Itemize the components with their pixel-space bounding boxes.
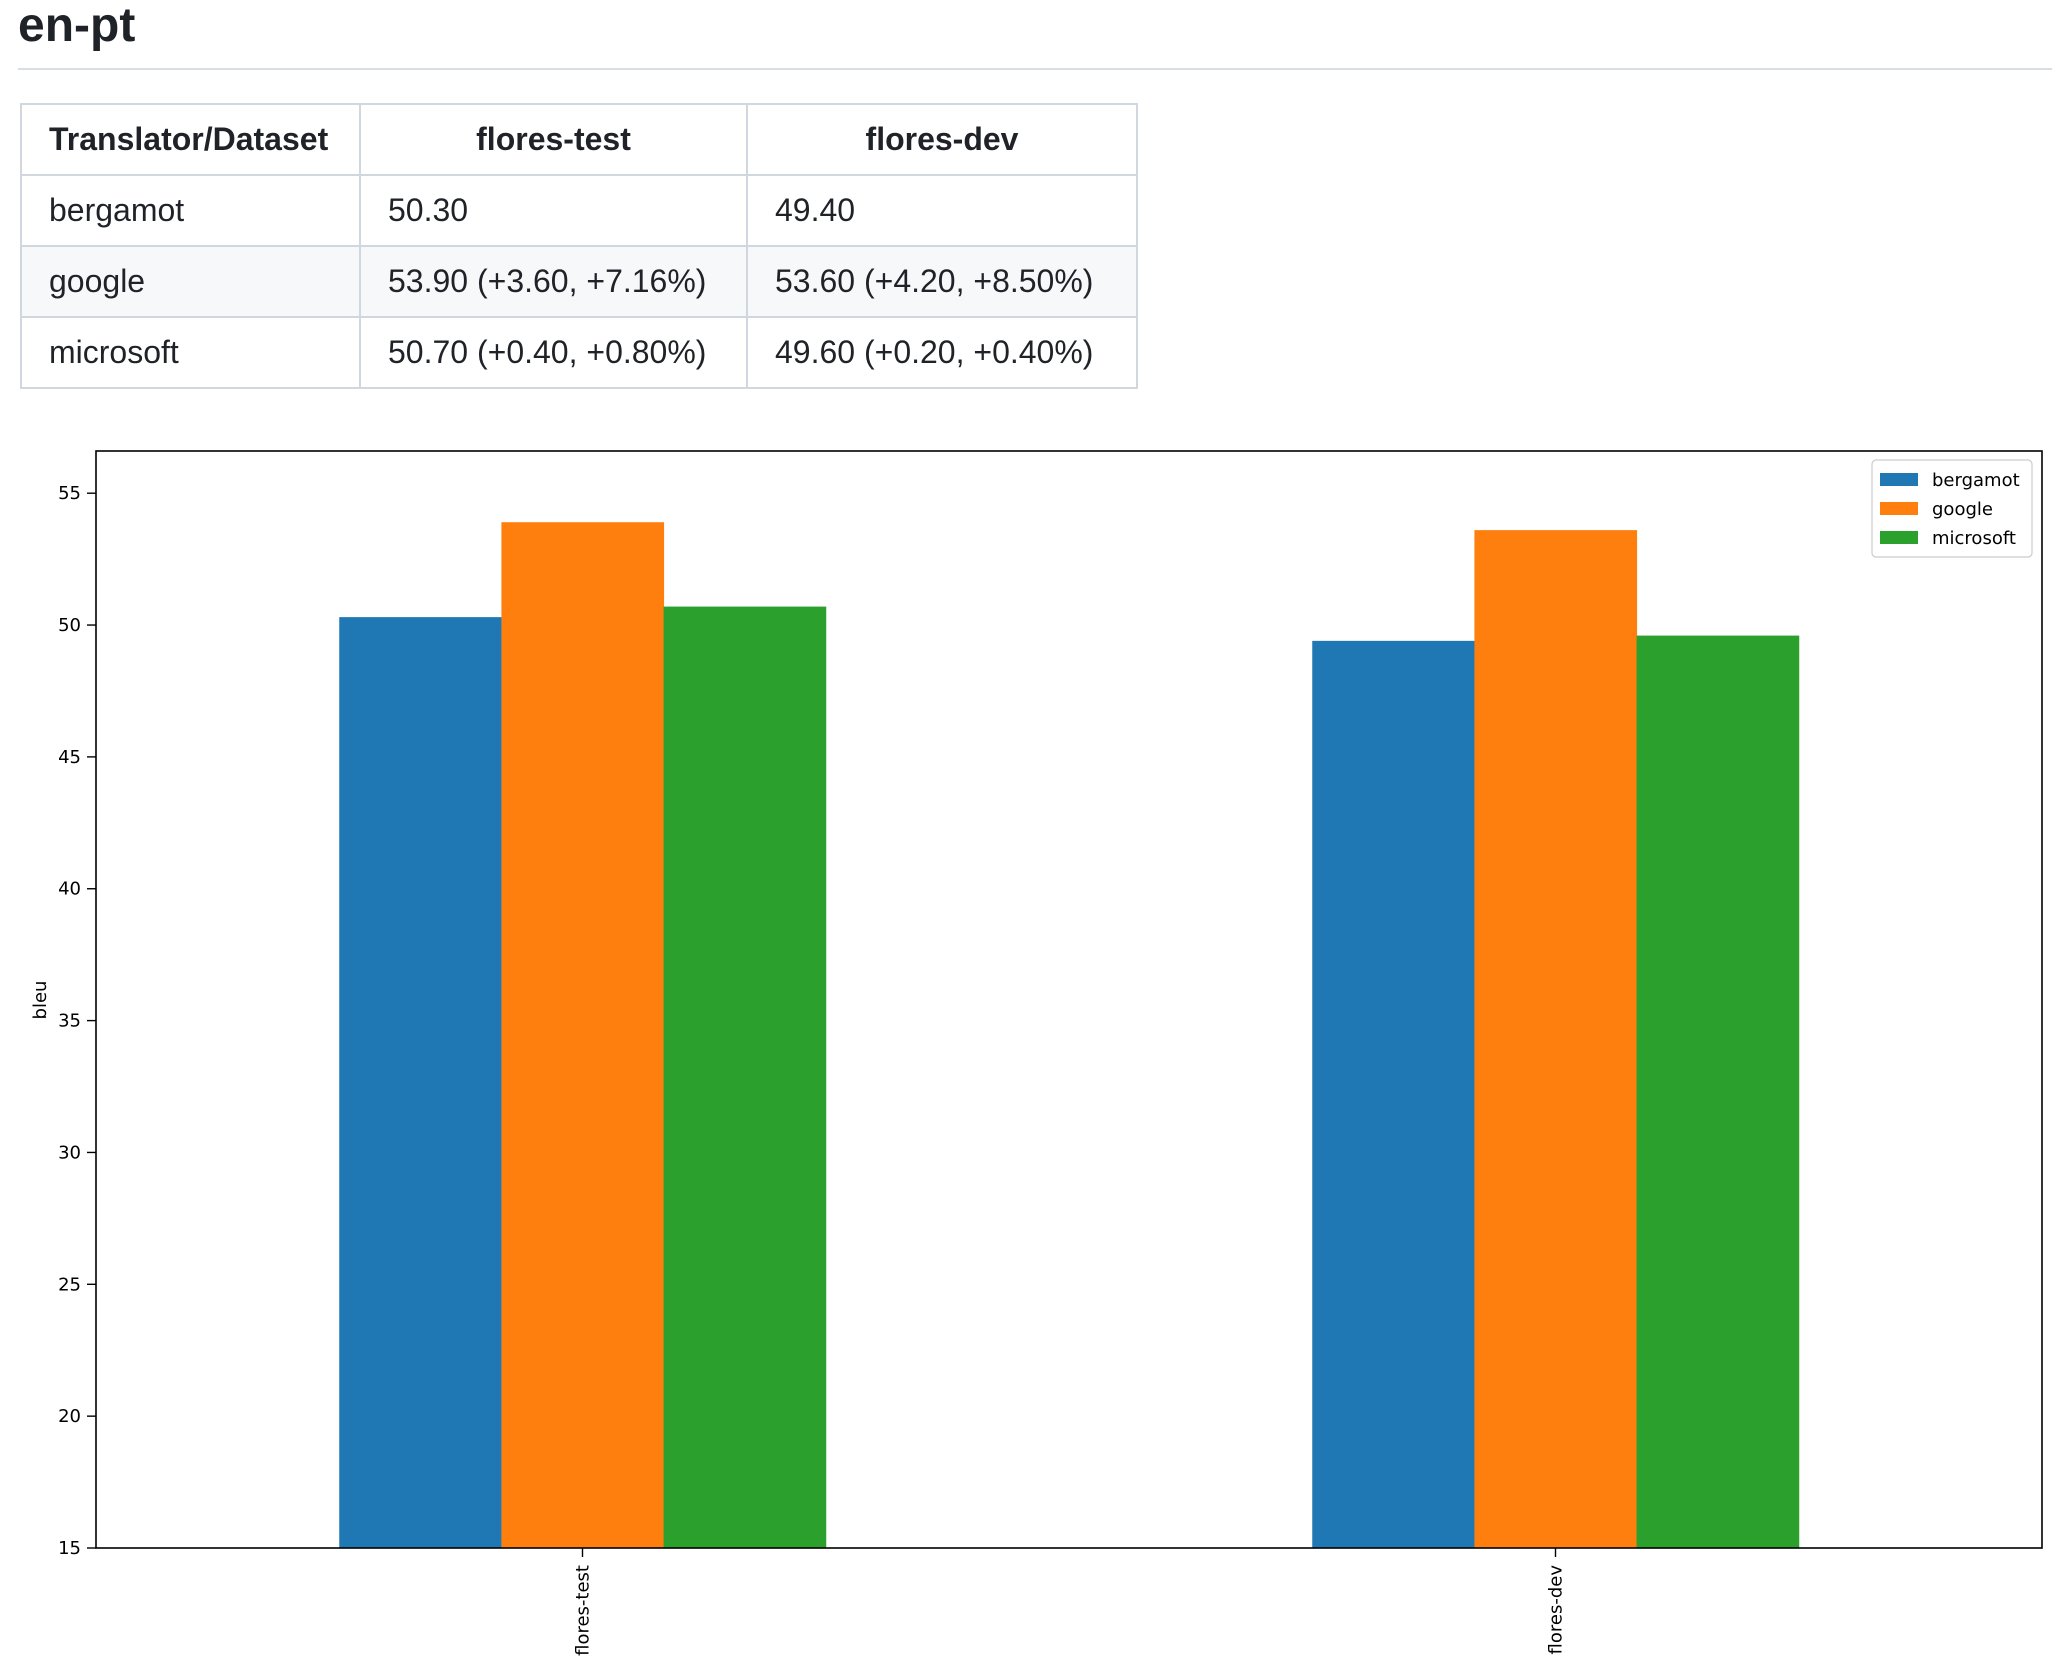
y-tick-label: 15 <box>58 1538 81 1559</box>
header-flores-dev: flores-dev <box>746 103 1138 176</box>
legend-swatch-google <box>1880 502 1918 515</box>
title-divider <box>18 68 2052 70</box>
legend-label-google: google <box>1932 499 1993 520</box>
legend-swatch-microsoft <box>1880 531 1918 544</box>
table-row: microsoft 50.70 (+0.40, +0.80%) 49.60 (+… <box>20 316 1138 389</box>
row-flores-test-score: 53.90 (+3.60, +7.16%) <box>359 245 748 318</box>
legend-swatch-bergamot <box>1880 473 1918 486</box>
y-tick-label: 55 <box>58 483 81 504</box>
table-row: bergamot 50.30 49.40 <box>20 174 1138 247</box>
row-flores-dev-score: 49.40 <box>746 174 1138 247</box>
row-flores-test-score: 50.70 (+0.40, +0.80%) <box>359 316 748 389</box>
y-tick-label: 50 <box>58 615 81 636</box>
y-tick-label: 40 <box>58 879 81 900</box>
page-title: en-pt <box>18 0 136 52</box>
row-flores-dev-score: 49.60 (+0.20, +0.40%) <box>746 316 1138 389</box>
bars-layer <box>339 522 1800 1549</box>
bar-google-flores-dev <box>1474 530 1638 1548</box>
row-translator-name: microsoft <box>20 316 361 389</box>
bar-microsoft-flores-dev <box>1636 635 1800 1548</box>
bar-microsoft-flores-test <box>663 606 827 1548</box>
bar-google-flores-test <box>501 522 665 1549</box>
legend: bergamot google microsoft <box>1871 459 2033 558</box>
plot-frame <box>95 450 2043 1549</box>
bar-bergamot-flores-dev <box>1312 640 1475 1548</box>
row-translator-name: google <box>20 245 361 318</box>
y-tick-label: 45 <box>58 747 81 768</box>
x-tick-label: flores-test <box>573 1565 594 1656</box>
y-tick-label: 30 <box>58 1142 81 1163</box>
x-axis: flores-test flores-dev <box>573 1548 1567 1656</box>
y-axis-label: bleu <box>30 981 51 1020</box>
y-tick-label: 25 <box>58 1274 81 1295</box>
table-row: google 53.90 (+3.60, +7.16%) 53.60 (+4.2… <box>20 245 1138 318</box>
table-header-row: Translator/Dataset flores-test flores-de… <box>20 103 1138 176</box>
row-flores-test-score: 50.30 <box>359 174 748 247</box>
x-tick-label: flores-dev <box>1546 1565 1567 1655</box>
bleu-bar-chart: 15 20 25 30 35 40 45 50 55 flores-test flores-dev… <box>30 450 2043 1656</box>
y-tick-label: 35 <box>58 1011 81 1032</box>
y-axis: 15 20 25 30 35 40 45 50 55 <box>58 483 96 1559</box>
row-translator-name: bergamot <box>20 174 361 247</box>
bar-bergamot-flores-test <box>339 617 502 1548</box>
header-flores-test: flores-test <box>359 103 748 176</box>
y-tick-label: 20 <box>58 1406 81 1427</box>
legend-label-bergamot: bergamot <box>1932 470 2020 491</box>
row-flores-dev-score: 53.60 (+4.20, +8.50%) <box>746 245 1138 318</box>
header-translator-dataset: Translator/Dataset <box>20 103 361 176</box>
legend-label-microsoft: microsoft <box>1932 528 2016 549</box>
results-table: Translator/Dataset flores-test flores-de… <box>20 103 1138 389</box>
